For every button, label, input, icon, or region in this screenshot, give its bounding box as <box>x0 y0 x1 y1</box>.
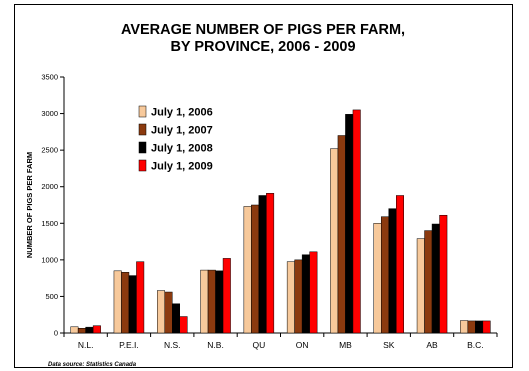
legend-swatch <box>138 141 147 154</box>
bar <box>396 195 404 334</box>
x-tick-label: SK <box>383 340 395 350</box>
bar <box>301 254 310 334</box>
y-tick-label: 500 <box>45 292 58 301</box>
bar <box>113 270 122 334</box>
y-tick-label: 3000 <box>41 109 58 118</box>
bar <box>128 275 137 334</box>
x-tick-label: N.L. <box>78 340 94 350</box>
bar <box>388 208 397 334</box>
bar <box>424 230 433 334</box>
x-tick-label: QU <box>252 340 265 350</box>
bar <box>92 325 101 334</box>
chart-title-line-1: AVERAGE NUMBER OF PIGS PER FARM, <box>121 22 405 38</box>
bar <box>373 223 382 334</box>
bar <box>294 259 303 334</box>
bar <box>121 272 130 334</box>
chart-title-line-2: BY PROVINCE, 2006 - 2009 <box>170 39 355 55</box>
bar <box>179 316 188 334</box>
bar <box>475 320 484 334</box>
bar <box>309 251 318 334</box>
bar <box>439 214 448 334</box>
bar <box>207 269 216 334</box>
bar <box>258 195 267 334</box>
legend-swatch <box>138 123 147 136</box>
bar <box>77 327 86 334</box>
bar <box>136 261 145 334</box>
bar <box>286 261 295 334</box>
legend-swatch <box>138 159 147 172</box>
bar <box>381 216 389 334</box>
bar <box>337 135 346 334</box>
y-tick-label: 1500 <box>41 219 58 228</box>
x-tick-label: ON <box>296 340 309 350</box>
x-tick-label: N.B. <box>207 340 224 350</box>
bar <box>345 114 354 334</box>
bar <box>222 258 231 334</box>
bar <box>467 320 476 334</box>
legend-label: July 1, 2007 <box>151 125 213 137</box>
y-tick-label: 2000 <box>41 182 58 191</box>
bar <box>164 291 173 334</box>
bar <box>330 148 339 334</box>
y-tick-label: 3500 <box>41 73 58 82</box>
bar <box>172 303 180 334</box>
data-source-note: Data source: Statistics Canada <box>48 362 137 368</box>
bar <box>215 270 224 334</box>
bar <box>85 326 94 334</box>
bar <box>431 223 440 334</box>
bar <box>243 206 252 334</box>
bar <box>157 290 165 334</box>
legend-label: July 1, 2009 <box>151 161 213 173</box>
bar <box>352 109 361 334</box>
chart-frame: AVERAGE NUMBER OF PIGS PER FARM, BY PROV… <box>14 4 513 368</box>
x-tick-label: N.S. <box>164 340 181 350</box>
bar <box>460 320 469 334</box>
bar-chart: AVERAGE NUMBER OF PIGS PER FARM, BY PROV… <box>25 22 498 350</box>
plot-area: 0 500 1000 1500 2000 2500 3000 3500 N.L. P.E.I. N.… <box>41 73 498 350</box>
bar <box>251 204 260 334</box>
bar <box>200 269 209 334</box>
x-tick-label: MB <box>339 340 352 350</box>
x-tick-label: AB <box>426 340 438 350</box>
y-tick-label: 1000 <box>41 255 58 264</box>
bar <box>482 320 491 334</box>
x-tick-label: P.E.I. <box>119 340 139 350</box>
y-axis-label: NUMBER OF PIGS PER FARM <box>25 152 34 258</box>
legend-swatch <box>138 105 147 118</box>
bar <box>70 326 79 334</box>
bar <box>416 238 425 334</box>
y-tick-label: 0 <box>54 329 58 338</box>
legend-label: July 1, 2008 <box>151 143 213 155</box>
y-tick-label: 2500 <box>41 146 58 155</box>
x-tick-label: B.C. <box>467 340 484 350</box>
legend-label: July 1, 2006 <box>151 107 213 119</box>
bar <box>266 193 275 334</box>
